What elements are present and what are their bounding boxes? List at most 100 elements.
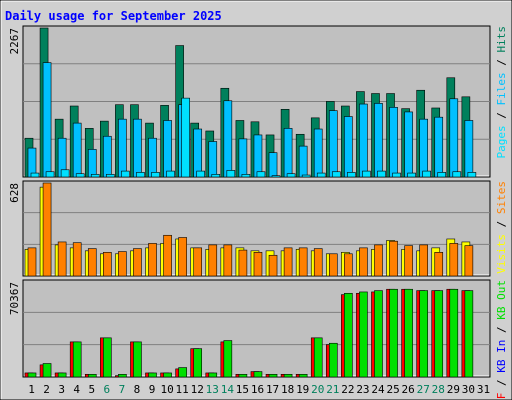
bar-kb-out-day-27 bbox=[419, 290, 428, 378]
bar-files-day-26 bbox=[404, 111, 413, 178]
bar-pages-day-10 bbox=[166, 170, 175, 178]
day-label-9: 9 bbox=[149, 383, 156, 396]
day-label-17: 17 bbox=[266, 383, 279, 396]
day-label-27: 27 bbox=[417, 383, 430, 396]
bar-sites-day-25 bbox=[389, 240, 398, 277]
panel-kbin-kbout: 70367 KB F / KB In / KB Out bbox=[8, 279, 508, 400]
bar-sites-day-10 bbox=[163, 234, 172, 277]
day-label-20: 20 bbox=[311, 383, 324, 396]
bar-sites-day-16 bbox=[253, 252, 263, 277]
legend-item-sites: Sites bbox=[495, 181, 508, 214]
bar-kb-out-day-24 bbox=[374, 290, 383, 378]
day-label-23: 23 bbox=[356, 383, 369, 396]
day-label-3: 3 bbox=[58, 383, 65, 396]
day-label-16: 16 bbox=[251, 383, 264, 396]
bar-kb-out-day-11 bbox=[178, 367, 187, 378]
bar-sites-day-30 bbox=[464, 245, 474, 277]
bar-files-day-29 bbox=[449, 98, 459, 178]
bar-pages-day-29 bbox=[452, 171, 462, 178]
legend-text: Pages / Files / Hits bbox=[495, 26, 508, 159]
bar-files-day-27 bbox=[419, 118, 428, 178]
bar-kb-out-day-2 bbox=[42, 363, 52, 378]
legend-item-files: Files bbox=[495, 72, 508, 105]
bar-sites-day-26 bbox=[404, 245, 413, 277]
bar-files-day-16 bbox=[253, 134, 263, 178]
series-files bbox=[27, 62, 474, 178]
bar-pages-day-28 bbox=[437, 172, 447, 178]
bar-kb-out-day-14 bbox=[223, 340, 233, 378]
day-label-8: 8 bbox=[134, 383, 141, 396]
bar-sites-day-20 bbox=[313, 248, 323, 277]
day-label-28: 28 bbox=[432, 383, 445, 396]
bar-pages-day-12 bbox=[196, 170, 206, 178]
bar-files-day-15 bbox=[238, 138, 248, 178]
legend-item-kb-f: KB F bbox=[495, 393, 508, 400]
bar-files-day-20 bbox=[313, 128, 323, 178]
legend-hits-files-pages: Pages / Files / Hits bbox=[495, 26, 508, 159]
bar-files-day-2 bbox=[42, 62, 52, 178]
legend-kbin-kbout: KB F / KB In / KB Out bbox=[495, 280, 508, 400]
bar-pages-day-23 bbox=[362, 170, 371, 178]
bar-files-day-7 bbox=[118, 118, 127, 178]
bar-kb-out-day-17 bbox=[268, 373, 278, 378]
day-labels: 1 2 3 4 5 6 7 8 9 10 11 12 13 14 15 16 17 18 19 20 21 22 23 24 2… bbox=[28, 383, 490, 396]
ymax-label: 2267 bbox=[8, 28, 21, 55]
day-label-31: 31 bbox=[477, 383, 490, 396]
bar-sites-day-22 bbox=[344, 253, 353, 277]
day-label-26: 26 bbox=[402, 383, 415, 396]
bar-pages-day-2 bbox=[45, 171, 55, 178]
bar-sites-day-9 bbox=[148, 243, 157, 277]
day-label-24: 24 bbox=[371, 383, 385, 396]
bar-sites-day-1 bbox=[27, 247, 37, 277]
bar-pages-day-9 bbox=[151, 172, 160, 178]
bar-sites-day-15 bbox=[238, 249, 248, 277]
bar-files-day-5 bbox=[87, 149, 97, 178]
bar-kb-out-day-15 bbox=[238, 373, 248, 378]
day-label-15: 15 bbox=[236, 383, 249, 396]
legend-item-visits: Visits bbox=[495, 234, 508, 274]
day-label-6: 6 bbox=[104, 383, 111, 396]
bar-sites-day-17 bbox=[268, 254, 278, 277]
day-label-19: 19 bbox=[296, 383, 309, 396]
bar-kb-out-day-10 bbox=[163, 372, 172, 378]
legend-text: Visits / Sites bbox=[495, 181, 508, 274]
bar-files-day-14 bbox=[223, 100, 233, 178]
bar-files-day-19 bbox=[298, 145, 308, 178]
day-label-1: 1 bbox=[28, 383, 35, 396]
bar-sites-day-24 bbox=[374, 244, 383, 277]
bar-kb-out-day-20 bbox=[313, 337, 323, 378]
bar-kb-out-day-22 bbox=[344, 292, 353, 378]
bar-kb-out-day-21 bbox=[328, 342, 338, 378]
legend-item-kb-out: KB Out bbox=[495, 280, 508, 320]
chart-title: Daily usage for September 2025 bbox=[5, 9, 222, 23]
panel-visits-sites: 628 Visits / Sites bbox=[8, 180, 508, 277]
bar-sites-day-8 bbox=[133, 248, 142, 277]
day-label-2: 2 bbox=[43, 383, 50, 396]
day-label-29: 29 bbox=[447, 383, 460, 396]
bar-sites-day-29 bbox=[449, 243, 459, 277]
ymax-label: 70367 bbox=[8, 282, 21, 315]
bar-files-day-23 bbox=[359, 103, 368, 178]
bar-files-day-17 bbox=[268, 152, 278, 178]
bar-sites-day-19 bbox=[298, 247, 308, 277]
bar-files-day-21 bbox=[328, 110, 338, 178]
bar-files-day-12 bbox=[193, 128, 203, 178]
bar-sites-day-4 bbox=[72, 242, 82, 277]
series-pages bbox=[30, 97, 477, 178]
bar-files-day-13 bbox=[208, 141, 218, 178]
bar-kb-out-day-7 bbox=[118, 373, 127, 378]
bar-pages-day-27 bbox=[422, 170, 431, 178]
day-label-21: 21 bbox=[326, 383, 339, 396]
bar-pages-day-4 bbox=[75, 173, 85, 178]
bar-pages-day-5 bbox=[90, 174, 100, 178]
bar-files-day-30 bbox=[464, 120, 474, 178]
bar-kb-out-day-1 bbox=[27, 372, 37, 378]
bar-sites-day-2 bbox=[42, 182, 52, 277]
bar-kb-out-day-8 bbox=[133, 341, 142, 378]
bar-kb-out-day-29 bbox=[449, 288, 459, 378]
bar-pages-day-26 bbox=[407, 172, 416, 178]
day-label-10: 10 bbox=[160, 383, 173, 396]
bar-sites-day-23 bbox=[359, 247, 368, 277]
